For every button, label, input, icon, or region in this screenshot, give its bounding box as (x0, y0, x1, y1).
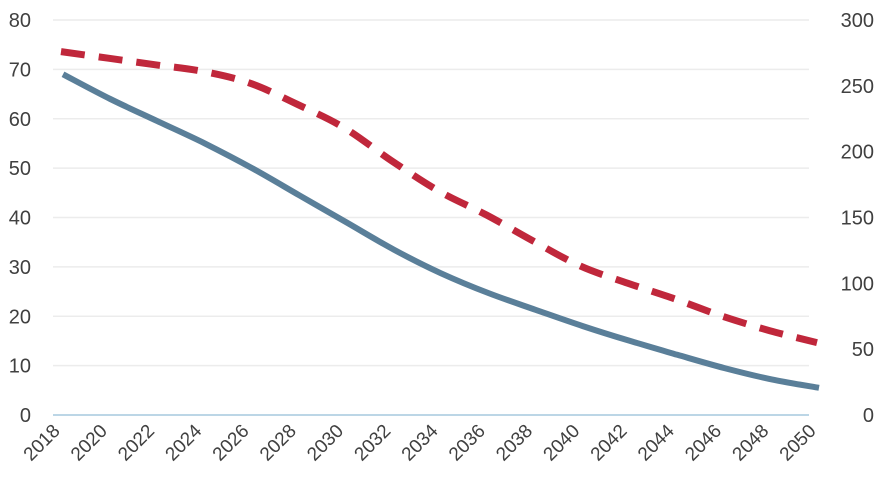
y2-tick-label: 200 (841, 142, 874, 164)
y2-tick-label: 50 (852, 339, 874, 361)
y2-tick-label: 150 (841, 208, 874, 230)
x-tick-label: 2048 (729, 421, 774, 466)
x-axis-ticks: 2018 2020 2022 2024 2026 2028 2030 2032 2034 2036… (20, 420, 821, 465)
series-lines (60, 48, 820, 391)
x-tick-label: 2028 (256, 421, 301, 466)
x-tick-label: 2044 (634, 420, 679, 465)
y2-tick-label: 300 (841, 10, 874, 32)
y-tick-label: 0 (20, 405, 31, 427)
series-line-dashed (60, 48, 818, 346)
y-tick-label: 20 (9, 306, 31, 328)
x-tick-label: 2020 (67, 421, 112, 466)
x-tick-label: 2046 (681, 421, 726, 466)
y-tick-label: 70 (9, 59, 31, 81)
x-tick-label: 2042 (587, 421, 632, 466)
x-tick-label: 2022 (114, 421, 159, 466)
y2-tick-label: 0 (863, 405, 874, 427)
y-tick-label: 80 (9, 10, 31, 32)
x-tick-label: 2036 (445, 421, 490, 466)
x-tick-label: 2018 (20, 421, 65, 466)
x-tick-label: 2038 (492, 421, 537, 466)
x-tick-label: 2032 (351, 421, 396, 466)
series-line-solid (61, 71, 820, 391)
right-axis-ticks: 0 50 100 150 200 250 300 (841, 10, 874, 427)
y2-tick-label: 250 (841, 76, 874, 98)
x-tick-label: 2026 (209, 421, 254, 466)
y-tick-label: 10 (9, 356, 31, 378)
x-tick-label: 2034 (398, 420, 443, 465)
y2-tick-label: 100 (841, 273, 874, 295)
left-axis-ticks: 0 10 20 30 40 50 60 70 80 (9, 10, 31, 427)
y-tick-label: 30 (9, 257, 31, 279)
x-tick-label: 2050 (776, 421, 821, 466)
x-tick-label: 2030 (303, 421, 348, 466)
y-tick-label: 40 (9, 208, 31, 230)
y-tick-label: 60 (9, 109, 31, 131)
y-tick-label: 50 (9, 158, 31, 180)
x-tick-label: 2040 (540, 421, 585, 466)
x-tick-label: 2024 (162, 420, 207, 465)
gridlines (53, 19, 809, 416)
